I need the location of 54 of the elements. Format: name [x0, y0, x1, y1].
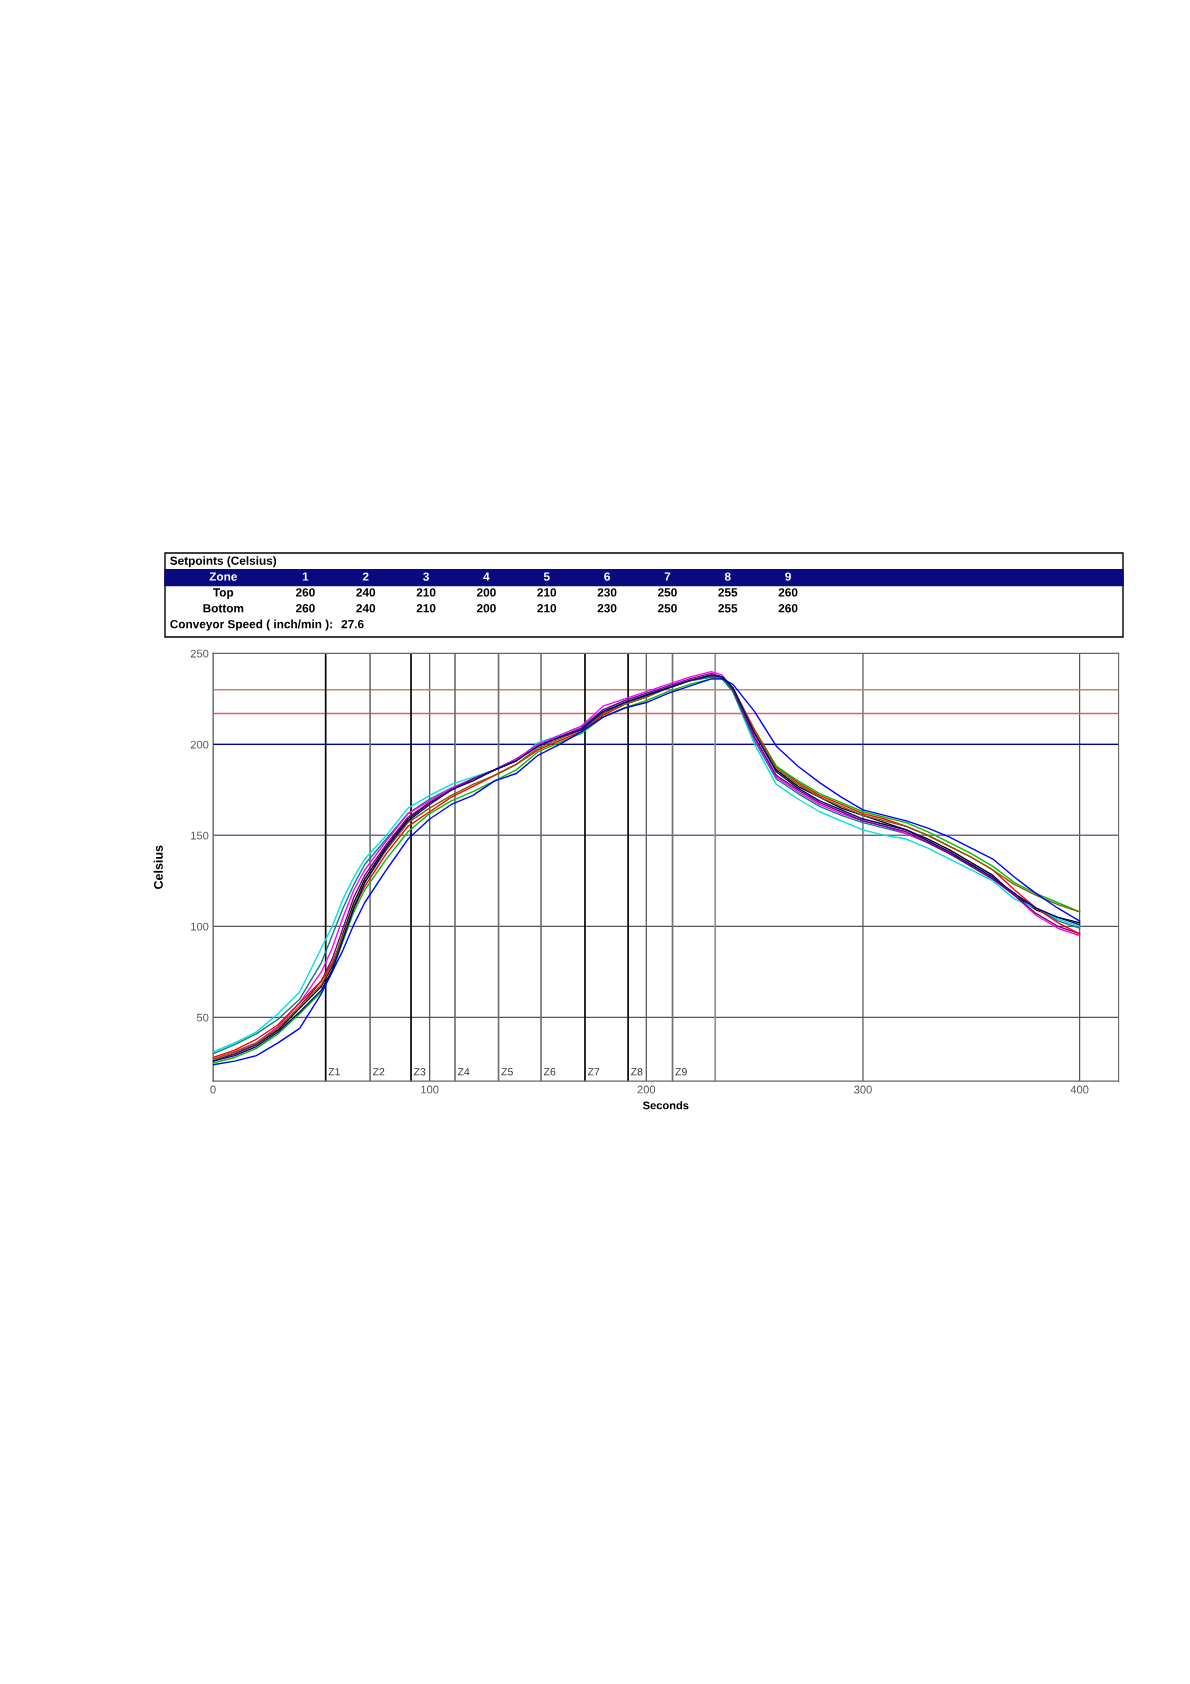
text: Conveyor Speed ( inch/min ): — [170, 619, 332, 631]
x-axis-title: Seconds — [642, 1101, 689, 1110]
ref-line-label: Z4 — [457, 1068, 470, 1076]
ref-line-label: Z7 — [587, 1068, 600, 1076]
text: Top — [213, 588, 234, 599]
text: 260 — [778, 604, 798, 613]
text: 210 — [537, 604, 557, 613]
x-tick-label: 200 — [637, 1085, 656, 1094]
text: 230 — [597, 604, 617, 613]
text: 200 — [476, 588, 496, 597]
text: 240 — [356, 588, 376, 597]
text: 210 — [537, 588, 557, 597]
x-tick-label: 0 — [210, 1085, 216, 1094]
text: Bottom — [203, 604, 244, 613]
text: 260 — [295, 604, 315, 613]
x-tick-label: 100 — [421, 1085, 439, 1094]
text: 230 — [597, 588, 617, 597]
text: 250 — [657, 604, 677, 613]
text: 260 — [295, 588, 315, 597]
text: 255 — [718, 588, 738, 597]
text: Zone — [209, 572, 238, 581]
text: Setpoints (Celsius) — [170, 556, 277, 568]
y-axis-title: Celsius — [153, 845, 163, 889]
text: 4 — [483, 572, 490, 581]
text: 260 — [778, 588, 798, 597]
ref-line-label: Z6 — [543, 1068, 556, 1076]
text: 250 — [657, 588, 677, 597]
text: 2 — [362, 572, 369, 581]
ref-line-label: Z9 — [675, 1068, 687, 1076]
text: 8 — [724, 572, 731, 581]
y-tick-label: 50 — [196, 1013, 209, 1022]
text: 210 — [416, 604, 436, 613]
text: 255 — [718, 604, 738, 613]
text: 200 — [476, 604, 496, 613]
text: 1 — [302, 572, 309, 581]
y-tick-label: 200 — [190, 740, 209, 749]
y-tick-label: 150 — [191, 831, 209, 840]
text: 3 — [423, 572, 429, 581]
x-tick-label: 400 — [1070, 1085, 1089, 1094]
x-tick-label: 300 — [854, 1085, 872, 1094]
text: 9 — [785, 572, 791, 581]
text: 210 — [416, 588, 436, 597]
y-tick-label: 250 — [190, 649, 209, 658]
ref-line-label: Z2 — [373, 1068, 385, 1076]
ref-line-label: Z5 — [501, 1068, 513, 1076]
ref-line-label: Z1 — [328, 1068, 340, 1076]
text: 240 — [356, 604, 376, 613]
y-tick-label: 100 — [191, 922, 209, 931]
text: 27.6 — [341, 619, 364, 629]
text: 6 — [604, 572, 610, 581]
text: 5 — [543, 572, 550, 581]
ref-line-label: Z3 — [413, 1068, 426, 1076]
text: 7 — [664, 572, 671, 581]
ref-line-label: Z8 — [631, 1068, 643, 1076]
